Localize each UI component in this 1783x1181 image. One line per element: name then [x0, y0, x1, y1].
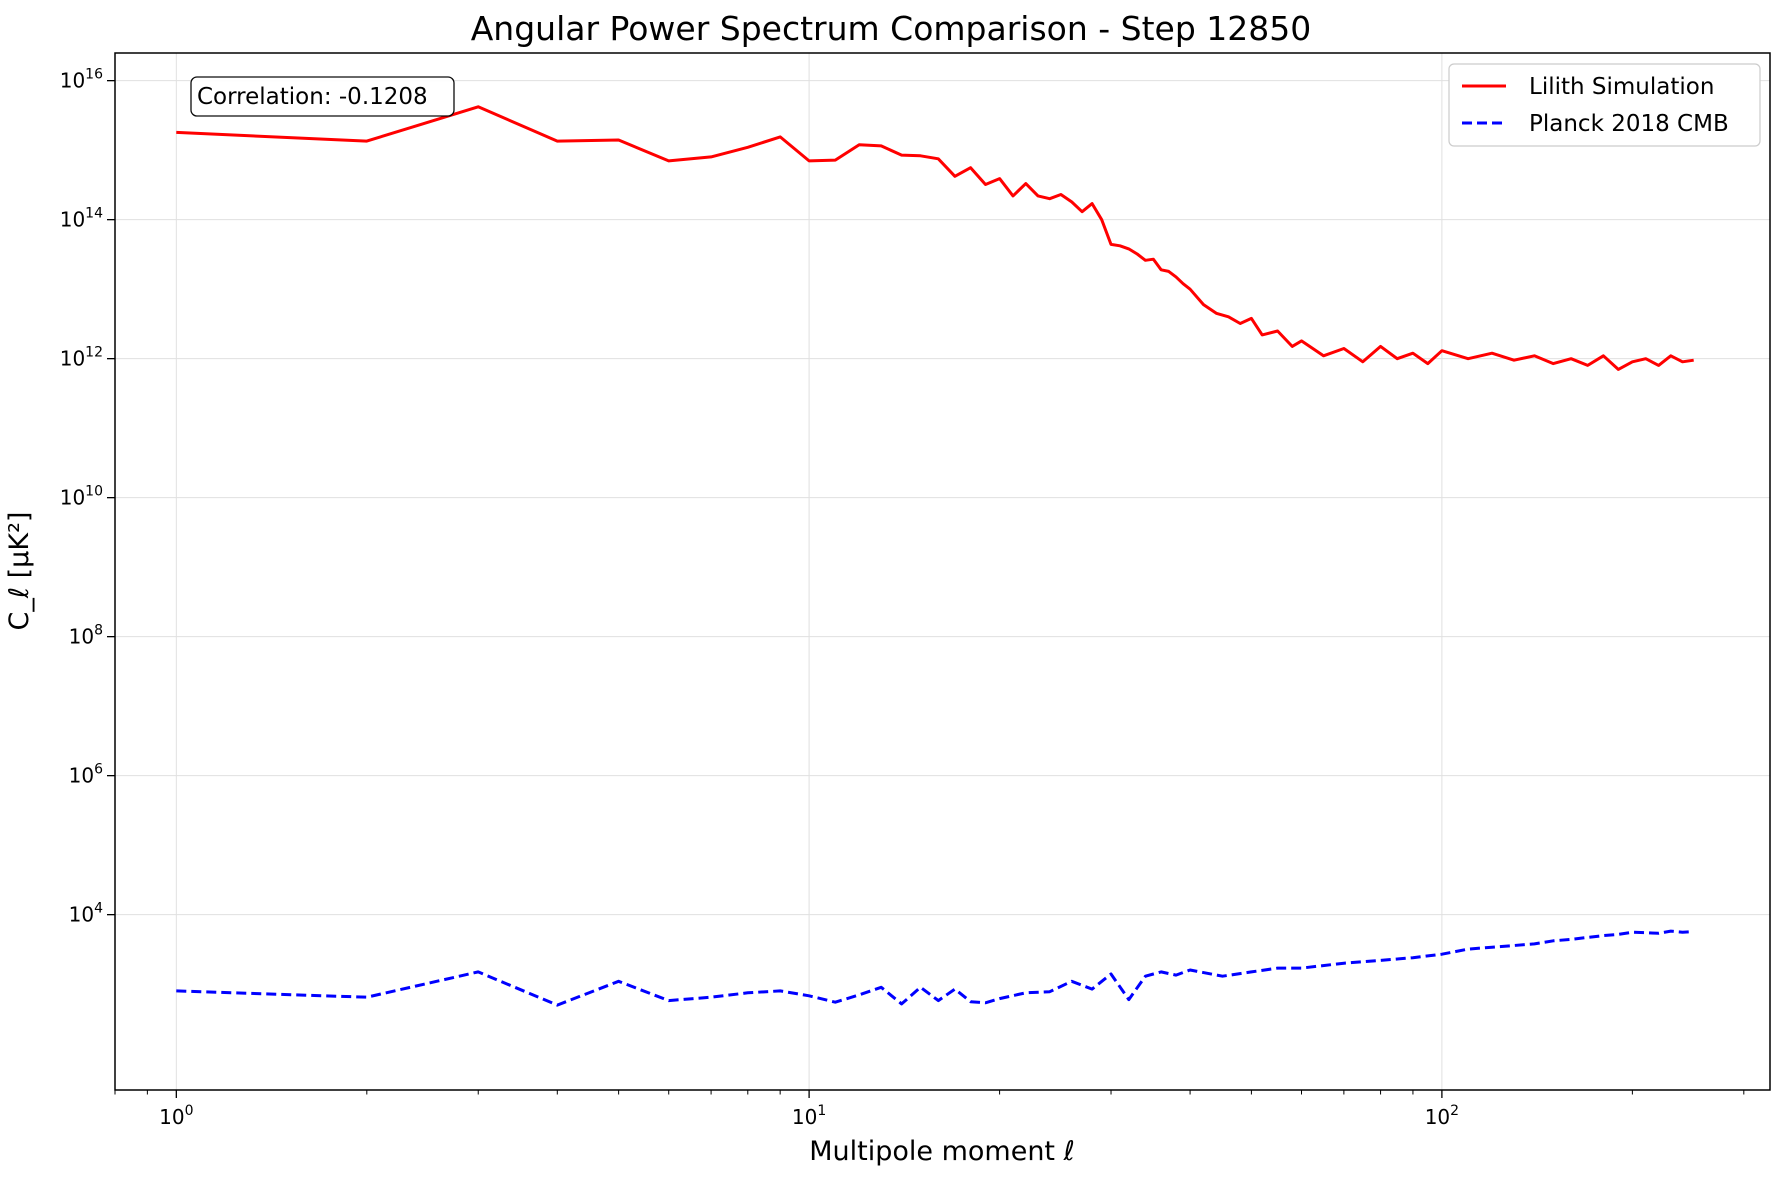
correlation-annotation: Correlation: -0.1208	[190, 76, 455, 117]
y-tick-label: 1012	[60, 345, 103, 371]
y-tick-label: 1014	[60, 206, 103, 232]
y-tick-label: 104	[69, 901, 103, 927]
chart-title: Angular Power Spectrum Comparison - Step…	[471, 9, 1312, 48]
series-line-lilith	[176, 105, 1694, 371]
x-tick-label: 101	[792, 1103, 826, 1129]
y-axis-ticks: 104 106 108 1010 1012 1014 1016	[60, 67, 115, 927]
y-tick-label: 106	[69, 762, 103, 788]
x-tick-label: 102	[1425, 1103, 1459, 1129]
y-tick-label: 1016	[60, 67, 103, 93]
plot-frame	[114, 52, 1771, 1091]
series-layer	[176, 105, 1694, 1007]
x-tick-label: 100	[159, 1103, 193, 1129]
legend-box	[1448, 63, 1761, 147]
legend-label-planck: Planck 2018 CMB	[1529, 111, 1729, 137]
legend-label-lilith: Lilith Simulation	[1529, 74, 1714, 100]
annotation-box	[190, 76, 455, 117]
annotation-text: Correlation: -0.1208	[197, 84, 428, 110]
y-tick-label: 108	[69, 623, 103, 649]
x-axis-label: Multipole moment ℓ	[809, 1136, 1075, 1167]
grid-lines	[115, 53, 1770, 1090]
x-axis-ticks: 100 101 102	[114, 1090, 1745, 1129]
legend: Lilith Simulation Planck 2018 CMB	[1448, 63, 1761, 147]
series-line-planck	[176, 929, 1694, 1007]
y-tick-label: 1010	[60, 484, 103, 510]
y-axis-label: C_ℓ [μK²]	[4, 512, 35, 631]
